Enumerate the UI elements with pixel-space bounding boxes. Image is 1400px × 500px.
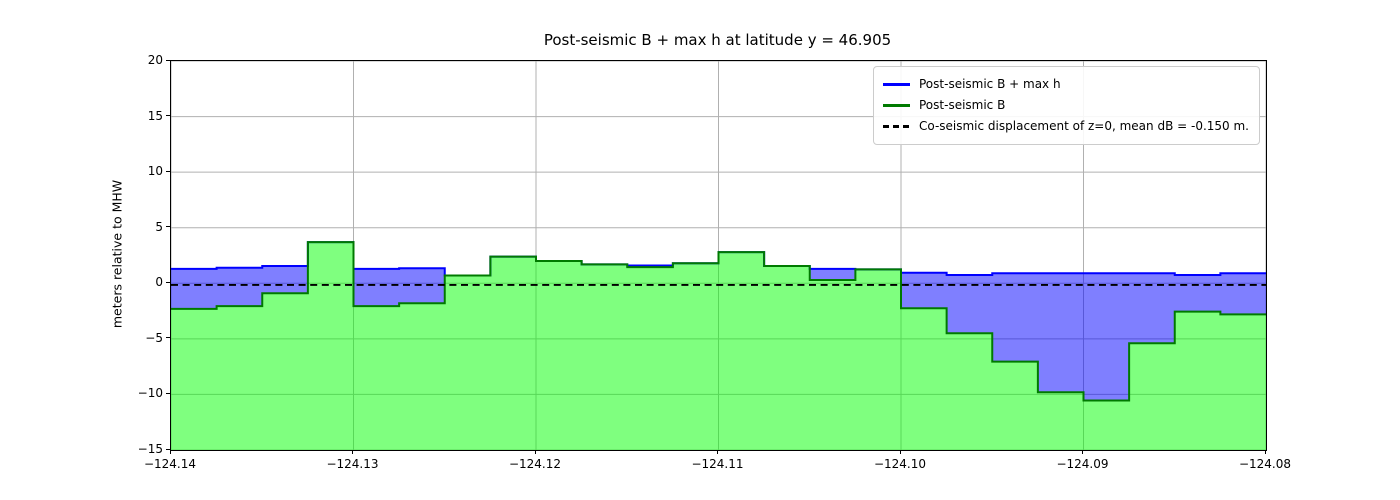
y-tick-mark bbox=[166, 448, 170, 450]
x-axis-tick-label: −124.14 bbox=[143, 457, 197, 471]
y-tick-mark bbox=[166, 115, 170, 117]
chart-title: Post-seismic B + max h at latitude y = 4… bbox=[543, 31, 892, 49]
y-axis-tick-label: 20 bbox=[147, 53, 163, 67]
x-tick-mark bbox=[717, 450, 718, 454]
y-tick-mark bbox=[166, 170, 170, 172]
y-axis-tick-label: 0 bbox=[155, 275, 163, 290]
legend-dashed-line-sample bbox=[883, 125, 910, 128]
plot-area: Post-seismic B + max h Post-seismic B Co-s… bbox=[170, 60, 1267, 451]
legend: Post-seismic B + max h Post-seismic B Co-s… bbox=[873, 66, 1260, 145]
chart-canvas bbox=[171, 61, 1266, 450]
y-tick-mark bbox=[166, 59, 170, 61]
y-tick-mark bbox=[166, 281, 170, 283]
legend-line-sample bbox=[883, 83, 910, 86]
x-tick-mark bbox=[1082, 450, 1083, 454]
y-axis-tick-label: 15 bbox=[147, 108, 163, 123]
x-axis-tick-label: −124.08 bbox=[1238, 457, 1292, 471]
y-tick-mark bbox=[166, 337, 170, 339]
legend-label: Post-seismic B + max h bbox=[919, 77, 1061, 91]
x-tick-mark bbox=[899, 450, 901, 454]
y-axis-tick-label: −15 bbox=[137, 442, 163, 456]
legend-label: Post-seismic B bbox=[919, 98, 1006, 112]
x-axis-tick-label: −124.12 bbox=[508, 457, 562, 471]
y-axis-tick-label: 5 bbox=[155, 219, 163, 234]
y-axis-tick-label: 10 bbox=[147, 164, 163, 179]
x-tick-mark bbox=[1264, 450, 1266, 454]
y-tick-mark bbox=[166, 226, 170, 228]
legend-line-sample bbox=[883, 104, 910, 107]
x-tick-mark bbox=[169, 450, 171, 454]
legend-label: Co-seismic displacement of z=0, mean dB … bbox=[919, 119, 1249, 133]
y-axis-tick-label: −10 bbox=[137, 386, 163, 401]
legend-item: Co-seismic displacement of z=0, mean dB … bbox=[883, 116, 1249, 137]
legend-item: Post-seismic B bbox=[883, 95, 1249, 116]
x-axis-tick-label: −124.13 bbox=[326, 457, 379, 471]
legend-item: Post-seismic B + max h bbox=[883, 74, 1249, 95]
x-axis-tick-label: −124.09 bbox=[1056, 457, 1109, 471]
x-tick-mark bbox=[352, 450, 353, 454]
y-axis-tick-label: −5 bbox=[145, 330, 163, 345]
x-tick-mark bbox=[534, 450, 536, 454]
y-axis-label: meters relative to MHW bbox=[109, 179, 125, 329]
x-axis-tick-label: −124.10 bbox=[873, 457, 927, 471]
x-axis-tick-label: −124.11 bbox=[691, 457, 744, 471]
y-tick-mark bbox=[166, 392, 170, 394]
post-seismic-b-line bbox=[171, 241, 1266, 402]
